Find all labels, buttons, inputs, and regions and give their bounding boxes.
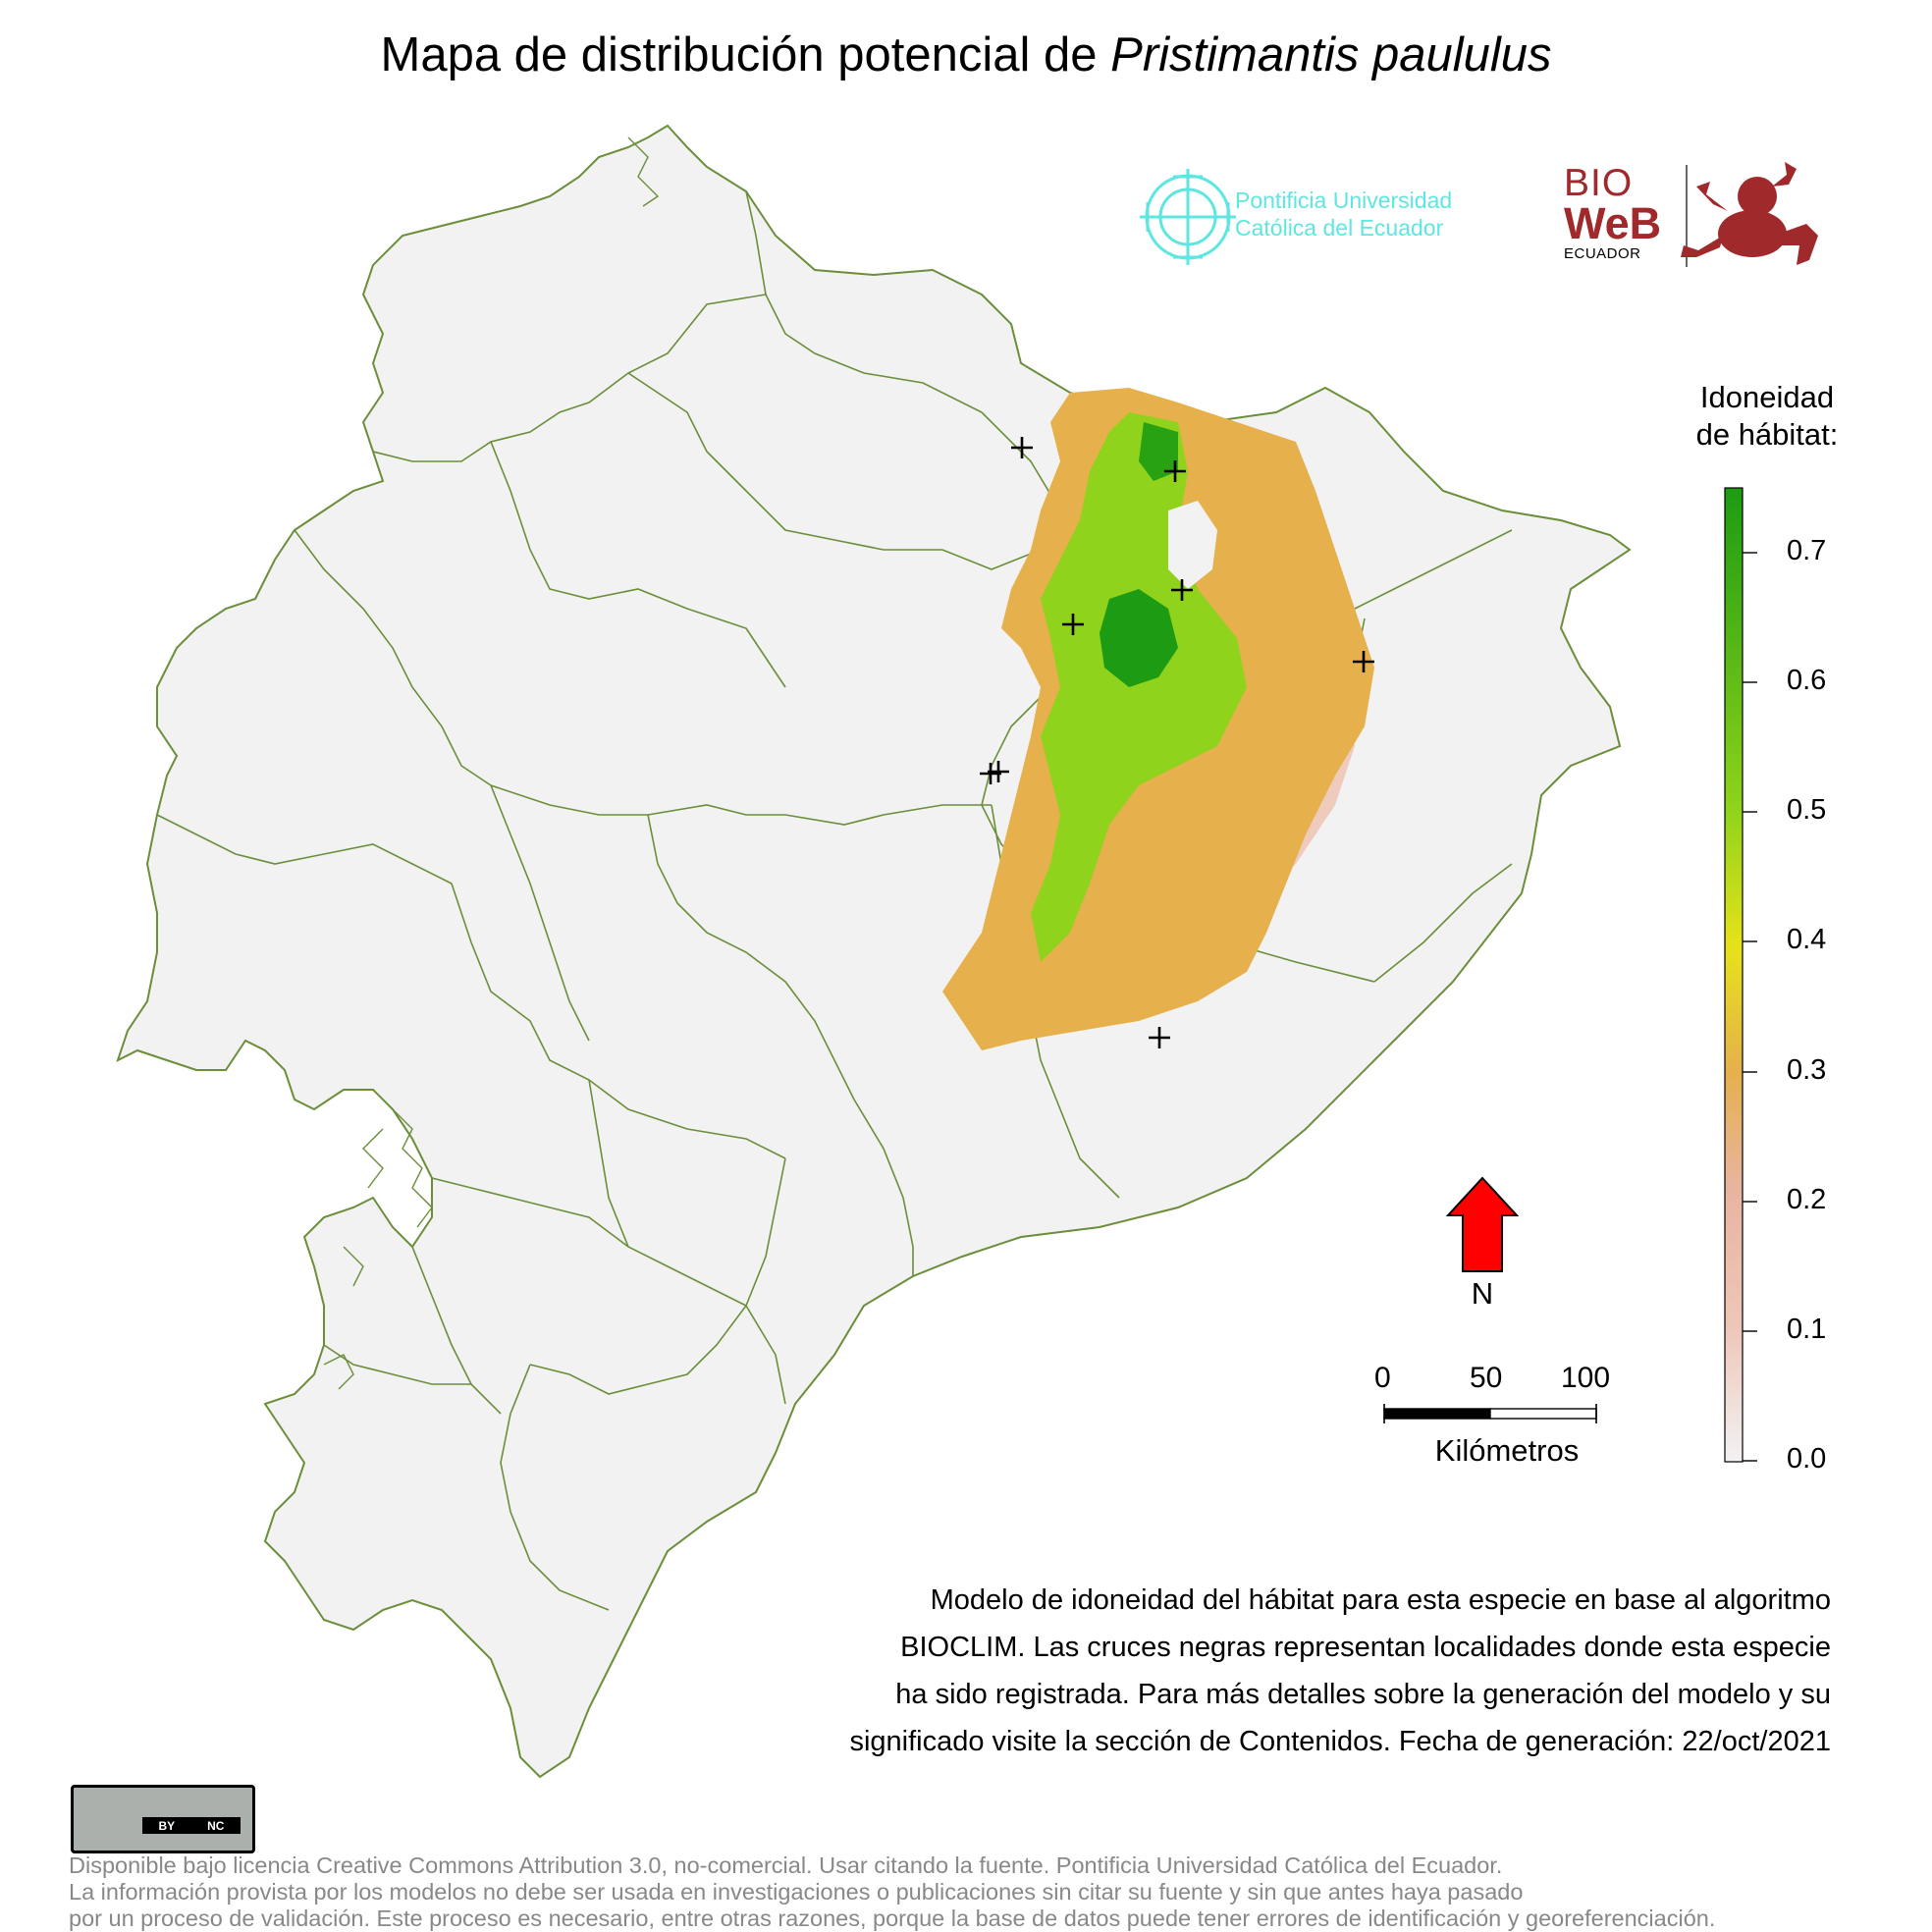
- puce-name-line2: Católica del Ecuador: [1235, 215, 1444, 241]
- scale-unit: Kilómetros: [1434, 1433, 1580, 1468]
- suitability-gap: [1168, 501, 1217, 589]
- occurrence-cross: [1149, 1027, 1170, 1048]
- occurrence-cross: [1011, 437, 1033, 458]
- legend-ticks: [1743, 552, 1757, 1462]
- occurrence-cross: [1353, 651, 1374, 672]
- bioweb-line3: ECUADOR: [1564, 245, 1641, 262]
- title-text: Mapa de distribución potencial de: [380, 28, 1111, 81]
- legend-title-line2: de hábitat:: [1695, 417, 1839, 452]
- suitability-high: [1100, 589, 1178, 687]
- legend-tick-label: 0.3: [1787, 1054, 1827, 1086]
- occurrence-records: [980, 437, 1374, 1048]
- legend-tick-label: 0.2: [1787, 1184, 1827, 1215]
- puce-logo-text: Pontificia Universidad Católica del Ecua…: [1235, 187, 1452, 242]
- suitability-high-north: [1139, 422, 1178, 481]
- license-line: La información provista por los modelos …: [69, 1879, 1524, 1905]
- puce-logo-icon: [1140, 169, 1236, 265]
- cc-nc-label: NC: [207, 1818, 225, 1833]
- description-line: BIOCLIM. Las cruces negras representan l…: [900, 1632, 1831, 1663]
- occurrence-cross: [1164, 460, 1186, 482]
- north-arrow-icon: [1445, 1176, 1520, 1272]
- occurrence-cross: [988, 761, 1009, 782]
- occurrence-cross: [1062, 614, 1084, 635]
- scale-bar: [1383, 1404, 1597, 1423]
- bioweb-line1: BIO: [1564, 162, 1634, 204]
- legend-tick-label: 0.0: [1787, 1443, 1827, 1475]
- description-line: Modelo de idoneidad del hábitat para est…: [930, 1584, 1831, 1616]
- coastal-estuary: [323, 136, 660, 1390]
- license-line: por un proceso de validación. Este proce…: [69, 1905, 1716, 1931]
- legend-title: Idoneidad de hábitat:: [1669, 379, 1865, 454]
- legend-colorbar: [1724, 487, 1744, 1463]
- scale-label-100: 100: [1561, 1362, 1611, 1394]
- suitability-medium: [1031, 412, 1247, 962]
- frog-icon: [1681, 162, 1818, 265]
- license-line: Disponible bajo licencia Creative Common…: [69, 1852, 1503, 1878]
- legend-tick-label: 0.1: [1787, 1314, 1827, 1345]
- map-title: Mapa de distribución potencial de Pristi…: [0, 27, 1932, 82]
- legend-tick-label: 0.5: [1787, 794, 1827, 826]
- legend-title-line1: Idoneidad: [1699, 380, 1835, 414]
- model-description: Modelo de idoneidad del hábitat para est…: [677, 1577, 1831, 1765]
- puce-name-line1: Pontificia Universidad: [1235, 188, 1453, 213]
- description-line: ha sido registrada. Para más detalles so…: [895, 1679, 1831, 1710]
- legend-tick-label: 0.7: [1787, 535, 1827, 566]
- north-label: N: [1471, 1276, 1494, 1311]
- cc-byline: BY NC: [142, 1817, 241, 1834]
- occurrence-cross: [1171, 579, 1193, 601]
- legend-tick-label: 0.4: [1787, 924, 1827, 955]
- suitability-raster: [942, 388, 1374, 1050]
- bioweb-logo-text: BIO WeB ECUADOR: [1564, 162, 1672, 262]
- cc-by-label: BY: [158, 1818, 176, 1833]
- bioweb-line2: WeB: [1564, 198, 1662, 248]
- scale-label-0: 0: [1374, 1362, 1391, 1394]
- description-line: significado visite la sección de Conteni…: [849, 1726, 1831, 1757]
- license-text: Disponible bajo licencia Creative Common…: [69, 1852, 1924, 1932]
- country-outline: [116, 124, 1632, 1779]
- legend-tick-label: 0.6: [1787, 665, 1827, 696]
- scale-label-50: 50: [1470, 1362, 1503, 1394]
- species-name: Pristimantis paululus: [1110, 28, 1552, 81]
